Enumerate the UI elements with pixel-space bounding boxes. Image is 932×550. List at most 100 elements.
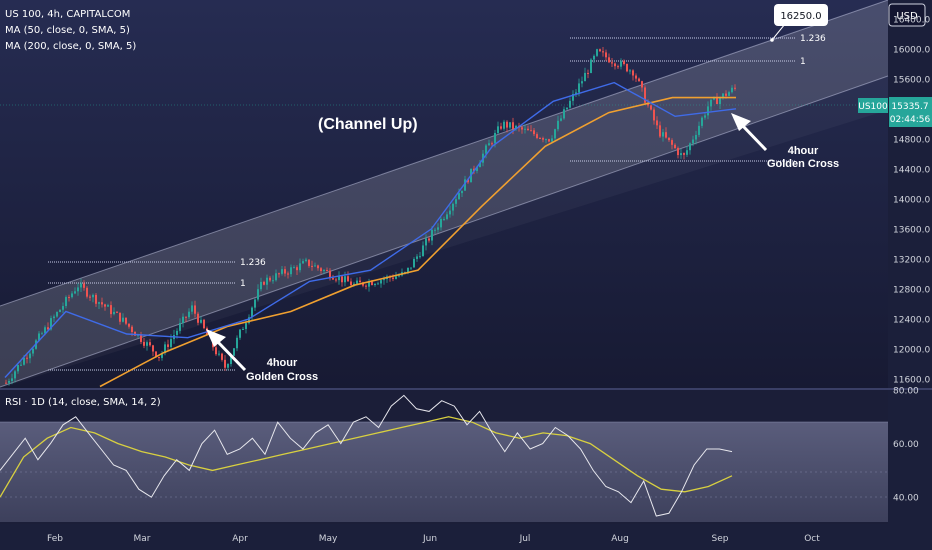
candle-body xyxy=(452,203,454,211)
last-price-tag[interactable]: US100 15335.7 02:44:56 xyxy=(858,97,932,127)
candle-body xyxy=(476,167,478,171)
candle-body xyxy=(566,107,568,110)
candle-body xyxy=(659,125,661,137)
currency-button-bg xyxy=(888,3,926,27)
candle-body xyxy=(383,279,385,281)
candle-body xyxy=(293,267,295,269)
candle-body xyxy=(338,276,340,281)
right-cross-label-line1[interactable]: 4hour xyxy=(788,145,819,157)
time-tick-label: Sep xyxy=(712,534,729,544)
rsi-legend[interactable]: RSI · 1D (14, close, SMA, 14, 2) xyxy=(5,397,161,408)
candle-body xyxy=(356,280,358,284)
candle-body xyxy=(536,134,538,138)
candle-body xyxy=(167,344,169,347)
target-callout-text: 16250.0 xyxy=(780,11,821,22)
fib-levels[interactable]: 1.236 1 1.236 1 xyxy=(48,34,826,371)
symbol-title[interactable]: US 100, 4h, CAPITALCOM xyxy=(5,9,130,20)
candle-body xyxy=(446,214,448,219)
ma200-legend[interactable]: MA (200, close, 0, SMA, 5) xyxy=(5,41,136,52)
candle-body xyxy=(611,62,613,64)
candle-body xyxy=(152,345,154,352)
candle-body xyxy=(113,311,115,315)
candle-body xyxy=(689,143,691,151)
candle-body xyxy=(719,98,721,105)
left-golden-cross-arrow[interactable] xyxy=(206,329,247,372)
candle-body xyxy=(629,70,631,72)
candle-body xyxy=(227,363,229,368)
time-tick-label: May xyxy=(319,534,338,544)
fib-right-1236-label: 1.236 xyxy=(800,34,826,44)
candle-body xyxy=(260,281,262,290)
candle-body xyxy=(644,87,646,103)
candle-body xyxy=(146,342,148,346)
candle-body xyxy=(38,333,40,341)
candle-body xyxy=(458,193,460,200)
candle-body xyxy=(410,267,412,269)
left-cross-label-line1[interactable]: 4hour xyxy=(267,357,298,369)
right-cross-label-line2[interactable]: Golden Cross xyxy=(767,158,839,170)
rsi-line[interactable] xyxy=(0,394,733,517)
candle-body xyxy=(665,132,667,138)
candle-body xyxy=(662,132,664,137)
candle-body xyxy=(425,238,427,246)
candle-body xyxy=(599,49,601,52)
candle-body xyxy=(56,312,58,317)
channel-label[interactable]: (Channel Up) xyxy=(318,116,418,133)
candle-body xyxy=(602,51,604,53)
ma50-legend[interactable]: MA (50, close, 0, SMA, 5) xyxy=(5,25,130,36)
candle-body xyxy=(98,302,100,304)
candle-body xyxy=(59,309,61,313)
price-tick-label: 16000.0 xyxy=(893,45,930,55)
candle-body xyxy=(68,297,70,299)
candle-body xyxy=(251,307,253,318)
price-tick-label: 13600.0 xyxy=(893,225,930,235)
candle-body xyxy=(455,199,457,204)
candle-body xyxy=(332,278,334,280)
candle-body xyxy=(140,334,142,342)
candle-body xyxy=(395,276,397,279)
candle-body xyxy=(440,219,442,228)
candle-body xyxy=(245,323,247,329)
left-cross-label-line2[interactable]: Golden Cross xyxy=(246,371,318,383)
candle-body xyxy=(50,318,52,330)
time-tick-label: Oct xyxy=(804,534,820,544)
candle-body xyxy=(671,140,673,145)
price-axis[interactable]: 11600.0 12000.0 12400.0 12800.0 13200.0 13600… xyxy=(893,15,930,385)
candle-body xyxy=(347,276,349,282)
target-callout[interactable]: 16250.0 xyxy=(770,4,828,42)
ma50-line[interactable] xyxy=(4,81,737,378)
candle-body xyxy=(62,306,64,310)
candle-body xyxy=(5,382,7,384)
arrow-head-icon xyxy=(731,113,751,131)
candle-body xyxy=(497,126,499,133)
candle-body xyxy=(326,270,328,272)
candle-body xyxy=(560,118,562,121)
candle-body xyxy=(44,327,46,334)
price-tag-value: 15335.7 xyxy=(891,102,928,112)
candle-body xyxy=(443,218,445,220)
candle-body xyxy=(359,280,361,283)
rsi-axis[interactable]: 40.00 60.00 80.00 xyxy=(893,387,919,504)
candle-body xyxy=(104,304,106,307)
candle-body xyxy=(197,313,199,323)
candle-body xyxy=(176,330,178,335)
rsi-ma-line[interactable] xyxy=(0,416,733,498)
candle-body xyxy=(107,305,109,307)
candle-body xyxy=(341,276,343,283)
candle-body xyxy=(683,153,685,155)
right-golden-cross-arrow[interactable] xyxy=(731,113,768,152)
candle-body xyxy=(26,357,28,359)
candle-body xyxy=(467,179,469,183)
candle-body xyxy=(116,311,118,313)
candle-body xyxy=(200,319,202,323)
currency-button[interactable]: USD xyxy=(888,3,926,27)
ma200-line[interactable] xyxy=(99,96,736,388)
price-tick-label: 11600.0 xyxy=(893,375,930,385)
candle-body xyxy=(17,365,19,372)
time-axis[interactable]: Feb Mar Apr May Jun Jul Aug Sep Oct xyxy=(47,534,820,544)
candle-body xyxy=(224,359,226,368)
rsi-band xyxy=(0,422,888,522)
candle-body xyxy=(674,144,676,149)
candle-body xyxy=(419,256,421,258)
